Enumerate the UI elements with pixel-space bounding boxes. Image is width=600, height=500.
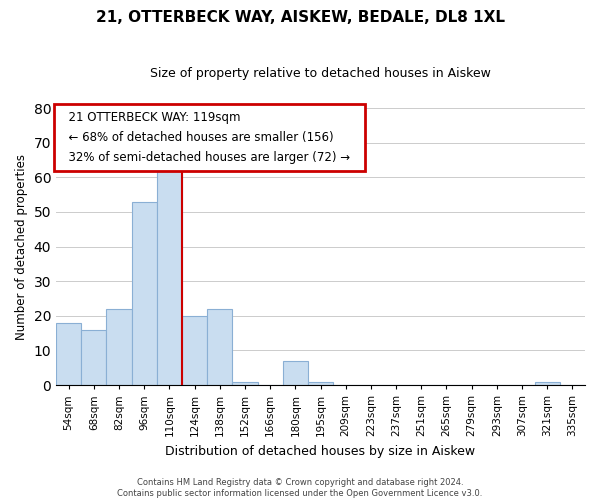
- Bar: [157, 153, 182, 385]
- Text: 21 OTTERBECK WAY: 119sqm  
  ← 68% of detached houses are smaller (156)  
  32% : 21 OTTERBECK WAY: 119sqm ← 68% of detach…: [61, 111, 358, 164]
- Bar: [232, 382, 257, 385]
- Bar: [182, 316, 207, 385]
- Bar: [308, 382, 333, 385]
- Bar: [283, 361, 308, 385]
- Title: Size of property relative to detached houses in Aiskew: Size of property relative to detached ho…: [150, 68, 491, 80]
- Bar: [535, 382, 560, 385]
- Text: Contains HM Land Registry data © Crown copyright and database right 2024.
Contai: Contains HM Land Registry data © Crown c…: [118, 478, 482, 498]
- Y-axis label: Number of detached properties: Number of detached properties: [15, 154, 28, 340]
- Bar: [207, 309, 232, 385]
- Text: 21, OTTERBECK WAY, AISKEW, BEDALE, DL8 1XL: 21, OTTERBECK WAY, AISKEW, BEDALE, DL8 1…: [95, 10, 505, 25]
- Bar: [81, 330, 106, 385]
- Bar: [106, 309, 131, 385]
- Bar: [131, 202, 157, 385]
- X-axis label: Distribution of detached houses by size in Aiskew: Distribution of detached houses by size …: [166, 444, 476, 458]
- Bar: [56, 322, 81, 385]
